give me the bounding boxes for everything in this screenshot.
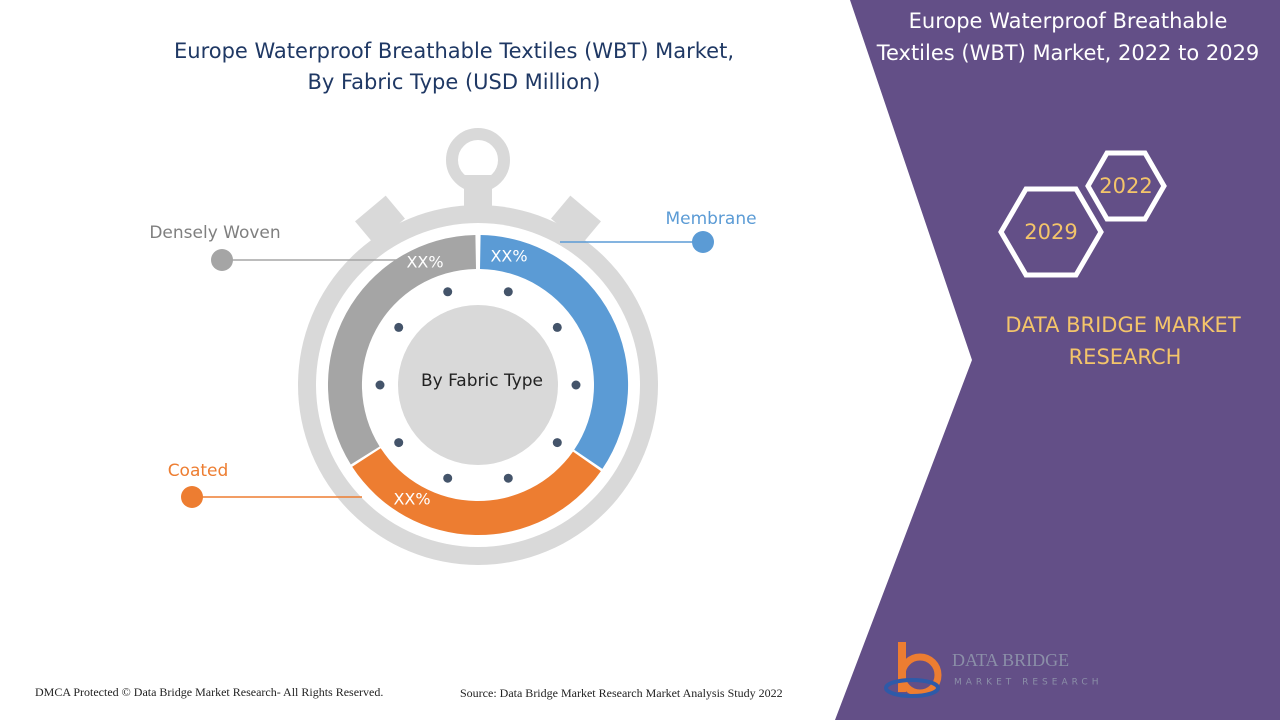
dial-dot — [394, 322, 404, 332]
stopwatch — [298, 128, 658, 565]
dial-dot — [443, 287, 453, 297]
brand-line: DATA BRIDGE MARKET — [1005, 313, 1240, 337]
source: Source: Data Bridge Market Research Mark… — [460, 686, 783, 700]
segment-label: Membrane — [665, 209, 756, 229]
hexagon-year: 2022 — [1099, 174, 1152, 198]
center-label: By Fabric Type — [421, 371, 543, 391]
segment-label: Coated — [168, 461, 229, 481]
hexagon — [1085, 150, 1167, 222]
value-label: XX% — [393, 490, 430, 509]
value-label: XX% — [406, 253, 443, 272]
coated-segment — [352, 448, 601, 536]
dial-dot — [503, 287, 513, 297]
side-panel — [835, 0, 1280, 720]
hexagon-year: 2029 — [1024, 220, 1077, 244]
callout-dot — [692, 231, 714, 253]
value-label: XX% — [490, 247, 527, 266]
panel-title-line: Textiles (WBT) Market, 2022 to 2029 — [876, 41, 1260, 65]
title-line: Europe Waterproof Breathable Textiles (W… — [174, 39, 734, 63]
logo — [884, 642, 942, 698]
segment-label: Densely Woven — [149, 223, 280, 243]
dial-dot — [375, 380, 385, 390]
dial-dot — [552, 438, 562, 448]
brand-line: RESEARCH — [1069, 345, 1182, 369]
dial-dot — [394, 438, 404, 448]
logo-tagline: MARKET RESEARCH — [954, 678, 1102, 688]
logo-name: DATA BRIDGE — [952, 650, 1069, 670]
dial-dot — [503, 473, 513, 483]
copyright: DMCA Protected © Data Bridge Market Rese… — [35, 685, 383, 699]
panel-title-line: Europe Waterproof Breathable — [909, 9, 1228, 33]
hexagon — [998, 186, 1104, 278]
membrane-segment — [480, 235, 629, 469]
callout-dot — [211, 249, 233, 271]
callout-dot — [181, 486, 203, 508]
dial-dot — [571, 380, 581, 390]
densely-woven-segment — [327, 235, 476, 465]
dial-dot — [552, 322, 562, 332]
title-line: By Fabric Type (USD Million) — [307, 70, 600, 94]
dial-dot — [443, 473, 453, 483]
